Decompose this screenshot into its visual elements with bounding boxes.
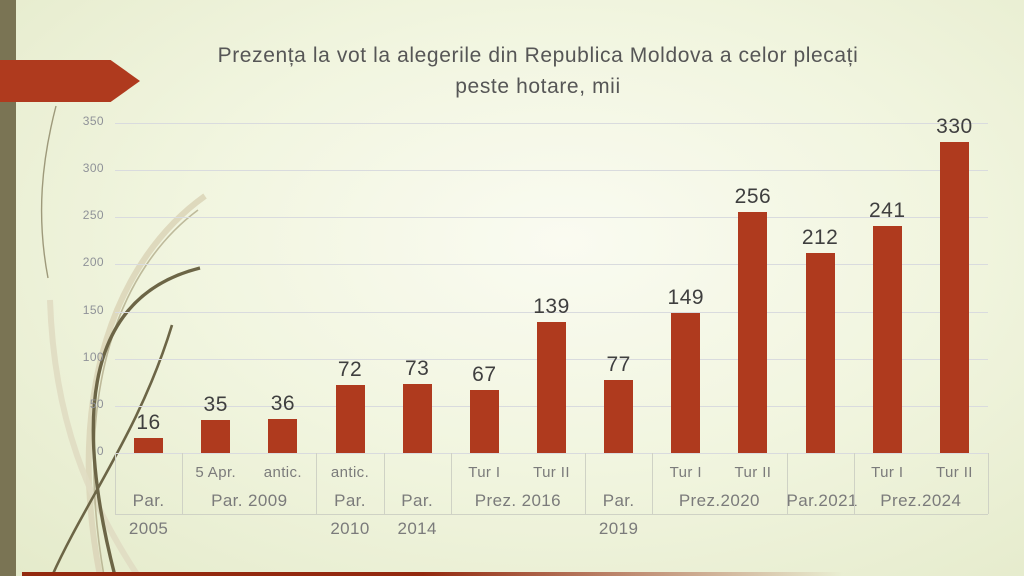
x-axis-sub-label: Tur II xyxy=(935,464,973,481)
y-axis-tick-label: 50 xyxy=(89,396,104,411)
x-axis-sub-label: antic. xyxy=(330,464,370,481)
y-gridline xyxy=(115,264,988,266)
data-label: 330 xyxy=(936,115,973,138)
y-gridline xyxy=(115,170,988,172)
y-axis-tick-label: 200 xyxy=(82,255,104,270)
x-axis-sub-label: Tur I xyxy=(468,464,501,481)
x-axis-bottom-border xyxy=(115,514,988,515)
axis-group-separator xyxy=(988,453,989,514)
data-bar xyxy=(738,212,768,453)
y-gridline xyxy=(115,217,988,219)
x-axis-group-label: Par. 2009 xyxy=(211,491,288,510)
axis-group-separator xyxy=(316,453,318,514)
axis-group-separator xyxy=(786,453,788,514)
data-label: 212 xyxy=(801,226,839,249)
data-bar xyxy=(402,384,432,453)
y-gridline xyxy=(115,123,988,124)
axis-group-separator xyxy=(383,453,385,514)
data-bar xyxy=(469,390,499,453)
chart-title-line-2: peste hotare, mii xyxy=(455,75,621,98)
bottom-accent-strip xyxy=(22,572,1024,576)
axis-group-separator xyxy=(450,453,452,514)
x-axis-group-label: Par. 2010 xyxy=(330,491,370,538)
data-label: 67 xyxy=(472,363,497,386)
x-axis-group-label: Prez.2020 xyxy=(678,491,760,510)
axis-group-separator xyxy=(182,453,184,514)
axis-group-separator xyxy=(115,453,116,514)
x-axis-sub-label: Tur II xyxy=(734,464,772,481)
data-bar xyxy=(939,142,969,453)
x-axis-group-label: Par.2021 xyxy=(786,491,858,510)
x-axis-group-label: Prez. 2016 xyxy=(474,491,562,510)
data-bar xyxy=(671,313,701,453)
axis-group-separator xyxy=(585,453,587,514)
data-bar xyxy=(537,322,566,453)
y-axis-tick-label: 100 xyxy=(82,349,104,364)
x-axis-group-label: Par. 2005 xyxy=(128,491,169,538)
y-axis-tick-label: 300 xyxy=(82,161,104,176)
chart-title-line-1: Prezența la vot la alegerile din Republi… xyxy=(217,44,859,67)
data-label: 36 xyxy=(270,392,296,415)
data-label: 16 xyxy=(136,411,161,434)
x-axis-sub-label: Tur I xyxy=(669,464,702,481)
data-bar xyxy=(201,420,231,453)
side-stripe-decoration xyxy=(0,0,16,576)
y-axis-tick-label: 250 xyxy=(82,208,104,223)
x-axis-group-label: Par. 2014 xyxy=(397,491,437,538)
y-gridline xyxy=(115,453,988,454)
data-bar xyxy=(335,385,365,453)
data-label: 72 xyxy=(337,358,363,381)
data-label: 256 xyxy=(734,185,772,208)
chart-title: Prezența la vot la alegerile din Republi… xyxy=(150,40,926,102)
data-label: 149 xyxy=(667,286,705,309)
data-bar xyxy=(268,419,298,453)
red-arrow-decoration xyxy=(0,60,140,102)
decorative-swirl-lines xyxy=(40,105,207,576)
data-bar xyxy=(604,380,634,453)
x-axis-sub-label: Tur I xyxy=(871,464,904,481)
axis-group-separator xyxy=(652,453,654,514)
data-label: 139 xyxy=(533,295,570,318)
x-axis-sub-label: Tur II xyxy=(533,464,570,481)
x-axis-sub-label: 5 Apr. xyxy=(195,464,237,481)
data-label: 77 xyxy=(606,353,631,376)
data-label: 35 xyxy=(203,393,228,416)
data-bar xyxy=(134,438,164,453)
y-gridline xyxy=(115,311,988,313)
data-label: 241 xyxy=(868,199,906,222)
y-axis-tick-label: 350 xyxy=(82,114,104,128)
data-bar xyxy=(872,226,902,453)
data-bar xyxy=(805,253,835,453)
data-label: 73 xyxy=(405,357,430,380)
y-axis-tick-label: 0 xyxy=(96,444,104,458)
axis-group-separator xyxy=(853,453,855,514)
y-axis-tick-label: 150 xyxy=(82,302,104,317)
x-axis-sub-label: antic. xyxy=(263,464,302,481)
x-axis-group-label: Par. 2019 xyxy=(598,491,639,538)
x-axis-group-label: Prez.2024 xyxy=(880,491,962,510)
